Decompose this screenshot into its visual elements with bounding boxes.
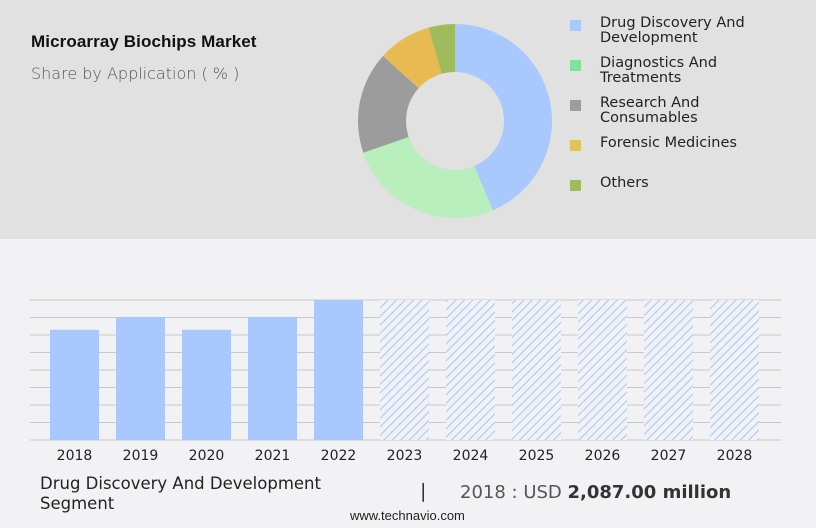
pie-slice — [428, 24, 455, 74]
pie-slice — [363, 137, 493, 218]
bar-2020 — [182, 329, 231, 440]
x-tick-label: 2018 — [57, 448, 93, 464]
bar-2024 — [446, 300, 495, 440]
legend-swatch — [570, 100, 581, 111]
chart-title: Microarray Biochips Market — [31, 32, 257, 51]
x-tick-label: 2025 — [519, 448, 555, 464]
x-tick-label: 2027 — [651, 448, 687, 464]
legend-swatch — [570, 20, 581, 31]
bar-2019 — [116, 316, 165, 440]
bar-2021 — [248, 316, 297, 440]
legend-swatch — [570, 60, 581, 71]
bar-2025 — [512, 300, 561, 440]
bar-2026 — [578, 300, 627, 440]
bar-2027 — [644, 300, 693, 440]
donut-chart — [358, 24, 552, 218]
chart-subtitle: Share by Application ( % ) — [31, 64, 240, 83]
pie-slice — [358, 55, 419, 153]
bar-2018 — [50, 329, 99, 440]
legend-swatch — [570, 140, 581, 151]
bar-chart: 2018 2019 2020 2021 2022 2023 2024 2025 2026 2027… — [30, 299, 781, 464]
x-tick-label: 2026 — [585, 448, 621, 464]
x-tick-label: 2023 — [387, 448, 423, 464]
segment-value: 2018 : USD 2,087.00 million — [460, 482, 732, 503]
segment-label: Drug Discovery And Development Segment — [40, 474, 321, 513]
bar-2023 — [380, 300, 429, 440]
separator: | — [420, 480, 427, 502]
website-link[interactable]: www.technavio.com — [350, 508, 465, 523]
x-tick-label: 2022 — [321, 448, 357, 464]
x-tick-label: 2024 — [453, 448, 489, 464]
legend-swatch — [570, 180, 581, 191]
bar-2028 — [710, 300, 759, 440]
x-tick-label: 2020 — [189, 448, 225, 464]
x-tick-label: 2021 — [255, 448, 291, 464]
x-tick-label: 2028 — [717, 448, 753, 464]
bar-2022 — [314, 300, 363, 440]
x-tick-label: 2019 — [123, 448, 159, 464]
pie-slice — [383, 27, 442, 89]
pie-slice — [455, 24, 552, 211]
